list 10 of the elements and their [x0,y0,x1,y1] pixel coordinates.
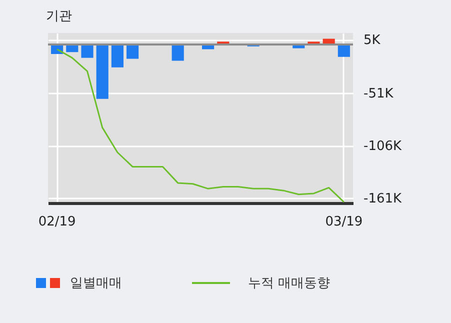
y-tick-label: -51K [364,86,394,102]
legend-label: 일별매매 [70,275,122,292]
x-tick-label: 03/19 [325,214,363,230]
chart-title: 기관 [46,9,72,24]
y-tick-label: -161K [364,192,402,207]
legend-label: 누적 매매동향 [248,275,330,292]
y-tick-label: -106K [364,139,402,154]
line-series [56,48,345,203]
y-tick-label: 5K [364,33,381,48]
x-tick-label: 02/19 [38,214,76,230]
